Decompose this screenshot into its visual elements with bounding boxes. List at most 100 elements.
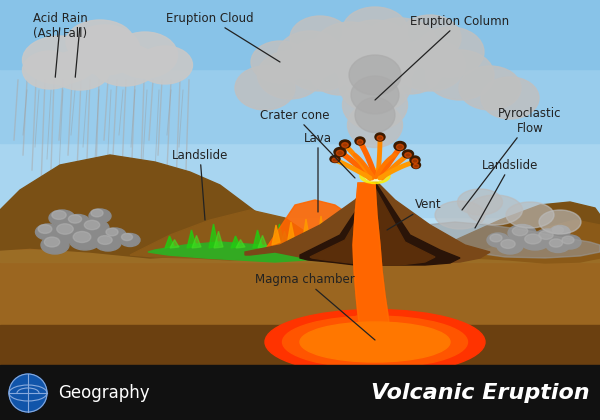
Polygon shape [265, 200, 350, 250]
Ellipse shape [355, 137, 365, 145]
Ellipse shape [550, 226, 570, 239]
Ellipse shape [395, 39, 465, 91]
Ellipse shape [349, 55, 401, 95]
Polygon shape [272, 225, 280, 245]
Ellipse shape [347, 102, 403, 147]
Ellipse shape [330, 155, 340, 163]
Ellipse shape [52, 210, 66, 219]
Polygon shape [245, 180, 490, 263]
Ellipse shape [257, 51, 323, 99]
Polygon shape [0, 242, 600, 365]
Ellipse shape [314, 22, 386, 74]
Ellipse shape [342, 143, 349, 147]
Ellipse shape [41, 236, 69, 254]
Polygon shape [148, 242, 340, 262]
Ellipse shape [377, 46, 443, 94]
Ellipse shape [85, 220, 100, 230]
Ellipse shape [23, 36, 98, 84]
Polygon shape [325, 315, 360, 335]
Polygon shape [187, 230, 196, 248]
Ellipse shape [309, 49, 371, 95]
Ellipse shape [357, 139, 363, 144]
Polygon shape [236, 239, 245, 248]
Polygon shape [170, 239, 179, 248]
Ellipse shape [416, 27, 484, 77]
Ellipse shape [98, 236, 112, 244]
Ellipse shape [70, 25, 140, 75]
Polygon shape [420, 222, 600, 258]
Polygon shape [324, 235, 333, 248]
Ellipse shape [91, 209, 103, 217]
Ellipse shape [458, 189, 503, 215]
Ellipse shape [343, 80, 407, 130]
Ellipse shape [35, 224, 61, 240]
Ellipse shape [285, 39, 355, 91]
Polygon shape [280, 231, 289, 248]
Ellipse shape [487, 233, 509, 247]
Bar [0, 325, 600, 365]
Polygon shape [430, 202, 600, 260]
Polygon shape [353, 183, 390, 330]
Ellipse shape [435, 201, 485, 229]
Text: Magma chamber: Magma chamber [255, 273, 375, 340]
Ellipse shape [550, 239, 563, 247]
Ellipse shape [113, 32, 178, 78]
Ellipse shape [506, 202, 554, 228]
Ellipse shape [38, 225, 52, 234]
Ellipse shape [512, 226, 528, 236]
Ellipse shape [339, 58, 411, 113]
Ellipse shape [53, 223, 83, 242]
Bar [0, 250, 600, 365]
Ellipse shape [360, 168, 390, 184]
Polygon shape [192, 235, 201, 248]
Ellipse shape [300, 322, 450, 362]
Polygon shape [353, 183, 390, 330]
Ellipse shape [501, 239, 515, 248]
Polygon shape [319, 230, 328, 248]
Ellipse shape [559, 235, 581, 249]
Ellipse shape [520, 232, 550, 250]
Ellipse shape [562, 236, 574, 244]
Ellipse shape [68, 215, 82, 223]
Ellipse shape [44, 237, 60, 247]
Polygon shape [209, 224, 218, 248]
Polygon shape [130, 210, 310, 260]
Ellipse shape [334, 147, 346, 157]
Polygon shape [317, 216, 325, 245]
Ellipse shape [365, 171, 385, 181]
Polygon shape [470, 220, 600, 263]
Ellipse shape [137, 46, 193, 84]
Ellipse shape [81, 220, 109, 236]
Polygon shape [214, 231, 223, 248]
Polygon shape [258, 235, 267, 248]
Ellipse shape [23, 51, 77, 89]
Ellipse shape [467, 195, 523, 225]
Ellipse shape [120, 234, 140, 247]
Ellipse shape [539, 210, 581, 234]
Ellipse shape [340, 20, 410, 70]
Ellipse shape [399, 15, 461, 61]
Bar [0, 365, 600, 420]
Text: Eruption Cloud: Eruption Cloud [166, 12, 280, 62]
Ellipse shape [508, 225, 536, 242]
Ellipse shape [337, 150, 344, 156]
Polygon shape [302, 239, 311, 248]
Ellipse shape [106, 228, 118, 236]
Ellipse shape [57, 224, 73, 234]
Ellipse shape [535, 229, 561, 245]
Text: Volcanic Eruption: Volcanic Eruption [371, 383, 590, 403]
Ellipse shape [122, 234, 133, 241]
Bar [0, 250, 600, 262]
Ellipse shape [89, 209, 111, 223]
Ellipse shape [332, 158, 338, 162]
Ellipse shape [525, 234, 541, 244]
Ellipse shape [278, 31, 343, 79]
Circle shape [9, 374, 47, 412]
Ellipse shape [283, 316, 467, 368]
Polygon shape [287, 222, 295, 245]
Text: Geography: Geography [58, 384, 149, 402]
Ellipse shape [413, 164, 419, 168]
Text: Landslide: Landslide [172, 149, 228, 220]
Ellipse shape [351, 76, 399, 114]
Bar [0, 68, 600, 143]
